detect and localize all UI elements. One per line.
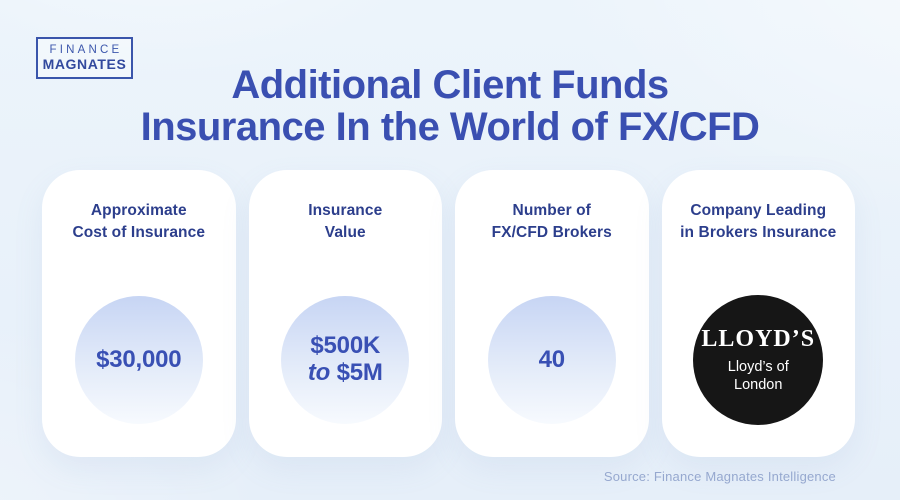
stat-value-insurance: $500K to $5M [307, 332, 383, 387]
page-title: Additional Client Funds Insurance In the … [0, 64, 900, 148]
logo-text-magnates: MAGNATES [42, 55, 127, 72]
card-approximate-cost: Approximate Cost of Insurance $30,000 [42, 170, 236, 457]
stat-value-cost: $30,000 [96, 345, 182, 373]
card-label-line2: Cost of Insurance [72, 224, 206, 242]
card-label-broker-count: Number of FX/CFD Brokers [463, 200, 641, 245]
lloyds-subtitle-line1: Lloyd’s of [727, 359, 789, 376]
card-label-line2: in Brokers Insurance [680, 224, 837, 242]
stat-value-line2-amount: $5M [336, 359, 383, 386]
card-leading-company: Company Leading in Brokers Insurance LLOY… [661, 170, 855, 457]
card-label-line1: Number of [512, 202, 591, 219]
card-broker-count: Number of FX/CFD Brokers 40 [455, 170, 649, 457]
card-label-line2: Value [324, 224, 366, 242]
lloyds-subtitle-line2: London [734, 376, 783, 393]
stat-value-brokers: 40 [538, 345, 565, 373]
source-attribution: Source: Finance Magnates Intelligence [603, 469, 836, 484]
card-label-approximate-cost: Approximate Cost of Insurance [50, 200, 228, 245]
card-label-line2: FX/CFD Brokers [491, 224, 612, 242]
stat-cards: Approximate Cost of Insurance $30,000 Ins… [42, 170, 855, 457]
stat-circle-brokers: 40 [487, 296, 616, 424]
card-label-leading-company: Company Leading in Brokers Insurance [670, 200, 848, 245]
lloyds-logo-badge: LLOYD’S Lloyd’s of London [693, 295, 824, 425]
stat-value-line1: $500K [310, 332, 381, 360]
stat-circle-value: $500K to $5M [281, 296, 410, 424]
card-label-line1: Company Leading [690, 202, 827, 219]
card-label-line1: Approximate [90, 202, 187, 219]
stat-value-word-to: to [307, 359, 331, 386]
page-title-line1: Additional Client Funds [231, 63, 669, 107]
card-insurance-value: Insurance Value $500K to $5M [248, 170, 442, 457]
page-title-line2: Insurance In the World of FX/CFD [140, 105, 760, 149]
lloyds-wordmark: LLOYD’S [701, 326, 816, 353]
finance-magnates-logo: FINANCE MAGNATES [36, 37, 133, 79]
lloyds-subtitle: Lloyd’s of London [728, 359, 789, 394]
logo-text-finance: FINANCE [49, 43, 123, 56]
stat-circle-cost: $30,000 [74, 296, 203, 424]
card-label-insurance-value: Insurance Value [257, 200, 435, 245]
card-label-line1: Insurance [308, 202, 383, 219]
